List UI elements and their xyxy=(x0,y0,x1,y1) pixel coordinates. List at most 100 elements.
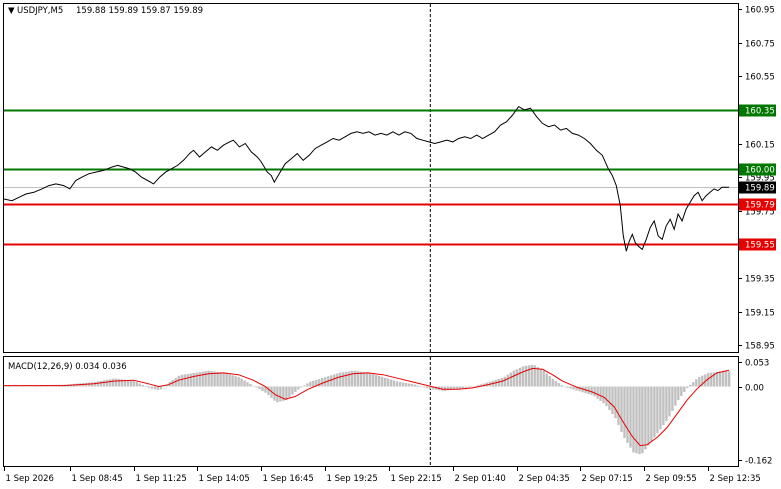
macd-histogram-bar xyxy=(698,377,700,387)
macd-histogram-bar xyxy=(522,367,524,387)
macd-histogram-bar xyxy=(336,374,338,387)
macd-histogram-bar xyxy=(151,387,153,389)
macd-histogram-bar xyxy=(614,387,616,419)
time-tick-label: 1 Sep 16:45 xyxy=(263,474,314,484)
macd-histogram xyxy=(4,365,730,454)
price-tick-label: 160.15 xyxy=(745,141,775,151)
macd-histogram-bar xyxy=(390,380,392,387)
macd-histogram-bar xyxy=(426,387,428,389)
macd-histogram-bar xyxy=(333,374,335,386)
macd-histogram-bar xyxy=(258,387,260,390)
macd-histogram-bar xyxy=(516,369,518,386)
macd-histogram-bar xyxy=(623,387,625,439)
time-tick-label: 2 Sep 12:35 xyxy=(710,474,761,484)
macd-histogram-bar xyxy=(243,381,245,387)
macd-histogram-bar xyxy=(396,381,398,386)
macd-histogram-bar xyxy=(510,373,512,387)
macd-histogram-bar xyxy=(160,387,162,390)
macd-histogram-bar xyxy=(722,372,724,387)
time-tick-label: 2 Sep 01:40 xyxy=(455,474,506,484)
macd-histogram-bar xyxy=(291,387,293,395)
macd-histogram-bar xyxy=(318,379,320,387)
macd-histogram-bar xyxy=(504,377,506,387)
macd-histogram-bar xyxy=(405,383,407,387)
macd-histogram-bar xyxy=(276,387,278,403)
macd-histogram-bar xyxy=(204,371,206,386)
macd-histogram-bar xyxy=(468,387,470,388)
macd-histogram-bar xyxy=(207,371,209,387)
macd-histogram-bar xyxy=(193,373,195,387)
macd-histogram-bar xyxy=(190,374,192,387)
level-price-label: 159.55 xyxy=(745,241,775,251)
macd-histogram-bar xyxy=(139,384,141,387)
time-tick-label: 1 Sep 11:25 xyxy=(136,474,187,484)
macd-histogram-bar xyxy=(656,387,658,434)
price-panel: 160.95160.75160.55160.35160.15159.95159.… xyxy=(4,4,776,352)
macd-histogram-bar xyxy=(348,371,350,386)
macd-histogram-bar xyxy=(414,385,416,387)
macd-histogram-bar xyxy=(474,386,476,387)
macd-histogram-bar xyxy=(387,379,389,387)
macd-histogram-bar xyxy=(659,387,661,430)
macd-histogram-bar xyxy=(196,373,198,387)
macd-histogram-bar xyxy=(112,379,114,387)
macd-histogram-bar xyxy=(561,385,563,386)
macd-histogram-bar xyxy=(97,381,99,386)
macd-histogram-bar xyxy=(498,379,500,387)
macd-histogram-bar xyxy=(417,386,419,387)
macd-histogram-bar xyxy=(593,387,595,397)
price-tick-label: 160.55 xyxy=(745,73,775,83)
time-tick-label: 2 Sep 07:15 xyxy=(582,474,633,484)
macd-histogram-bar xyxy=(695,379,697,386)
macd-histogram-bar xyxy=(142,385,144,387)
macd-histogram-bar xyxy=(294,387,296,393)
macd-histogram-bar xyxy=(154,387,156,390)
macd-histogram-bar xyxy=(184,374,186,386)
price-tick-label: 160.75 xyxy=(745,40,775,50)
macd-histogram-bar xyxy=(596,387,598,399)
macd-histogram-bar xyxy=(145,386,147,387)
macd-label: MACD(12,26,9) 0.034 0.036 xyxy=(8,362,127,372)
macd-tick-label: 0.00 xyxy=(745,384,764,394)
macd-histogram-bar xyxy=(674,387,676,406)
macd-histogram-bar xyxy=(408,384,410,387)
macd-histogram-bar xyxy=(237,377,239,386)
level-price-label: 159.79 xyxy=(745,201,775,211)
macd-histogram-bar xyxy=(384,378,386,387)
macd-histogram-bar xyxy=(103,380,105,386)
menu-arrow-icon[interactable]: ▼ xyxy=(8,6,15,16)
macd-histogram-bar xyxy=(222,373,224,387)
macd-histogram-bar xyxy=(423,387,425,388)
macd-histogram-bar xyxy=(127,380,129,386)
macd-histogram-bar xyxy=(255,387,257,388)
macd-histogram-bar xyxy=(199,372,201,386)
time-tick-label: 2 Sep 09:55 xyxy=(646,474,697,484)
macd-histogram-bar xyxy=(219,372,221,386)
time-tick-label: 2 Sep 04:35 xyxy=(519,474,570,484)
macd-histogram-bar xyxy=(118,379,120,387)
macd-histogram-bar xyxy=(465,387,467,388)
macd-histogram-bar xyxy=(471,387,473,388)
macd-histogram-bar xyxy=(719,372,721,387)
macd-histogram-bar xyxy=(662,387,664,426)
macd-histogram-bar xyxy=(462,387,464,389)
macd-histogram-bar xyxy=(540,369,542,387)
macd-tick-label: 0.053 xyxy=(745,359,769,369)
macd-histogram-bar xyxy=(378,376,380,387)
time-tick-label: 1 Sep 22:15 xyxy=(391,474,442,484)
macd-histogram-bar xyxy=(360,372,362,387)
ohlc-readout: 159.88 159.89 159.87 159.89 xyxy=(76,6,203,16)
price-tick-label: 159.15 xyxy=(745,309,775,319)
macd-tick-label: -0.162 xyxy=(745,457,772,467)
macd-histogram-bar xyxy=(653,387,655,438)
macd-histogram-bar xyxy=(100,381,102,387)
macd-histogram-bar xyxy=(234,376,236,386)
macd-histogram-bar xyxy=(231,375,233,386)
time-tick-label: 1 Sep 19:25 xyxy=(327,474,378,484)
macd-histogram-bar xyxy=(309,382,311,387)
macd-histogram-bar xyxy=(288,387,290,398)
macd-histogram-bar xyxy=(381,377,383,387)
macd-histogram-bar xyxy=(626,387,628,443)
macd-histogram-bar xyxy=(303,386,305,387)
